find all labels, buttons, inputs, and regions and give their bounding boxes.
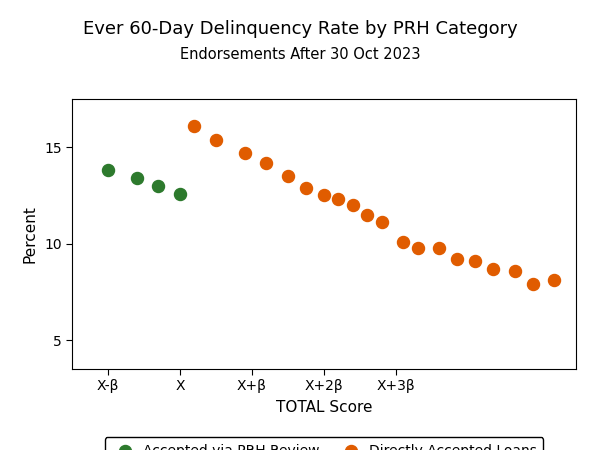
Directly Accepted Loans xyxy=(434,244,444,251)
Directly Accepted Loans xyxy=(348,202,358,209)
Accepted via PRH Review xyxy=(175,190,185,197)
Accepted via PRH Review xyxy=(154,182,163,189)
Directly Accepted Loans xyxy=(377,219,386,226)
Directly Accepted Loans xyxy=(190,122,199,130)
Accepted via PRH Review xyxy=(103,167,113,174)
Directly Accepted Loans xyxy=(413,244,422,251)
Directly Accepted Loans xyxy=(211,136,221,143)
Directly Accepted Loans xyxy=(488,265,498,272)
Text: Endorsements After 30 Oct 2023: Endorsements After 30 Oct 2023 xyxy=(180,47,420,62)
Directly Accepted Loans xyxy=(398,238,408,245)
Directly Accepted Loans xyxy=(452,256,462,263)
Directly Accepted Loans xyxy=(528,280,538,288)
Legend: Accepted via PRH Review, Directly Accepted Loans: Accepted via PRH Review, Directly Accept… xyxy=(104,437,544,450)
Directly Accepted Loans xyxy=(240,149,250,157)
Directly Accepted Loans xyxy=(362,211,372,218)
Directly Accepted Loans xyxy=(510,267,520,274)
Y-axis label: Percent: Percent xyxy=(22,205,37,263)
Directly Accepted Loans xyxy=(470,257,480,265)
X-axis label: TOTAL Score: TOTAL Score xyxy=(276,400,372,415)
Directly Accepted Loans xyxy=(301,184,311,191)
Text: Ever 60-Day Delinquency Rate by PRH Category: Ever 60-Day Delinquency Rate by PRH Cate… xyxy=(83,20,517,38)
Accepted via PRH Review xyxy=(132,175,142,182)
Directly Accepted Loans xyxy=(550,277,559,284)
Directly Accepted Loans xyxy=(283,172,293,180)
Directly Accepted Loans xyxy=(262,159,271,166)
Directly Accepted Loans xyxy=(334,196,343,203)
Directly Accepted Loans xyxy=(319,192,329,199)
